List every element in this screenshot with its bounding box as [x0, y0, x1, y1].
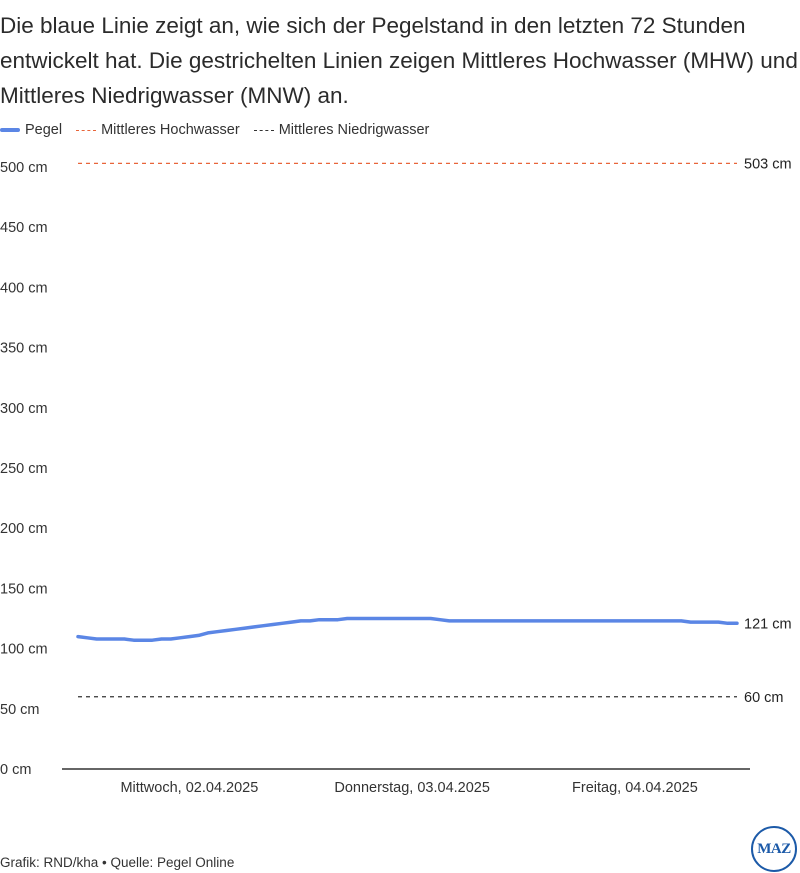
legend-label-pegel: Pegel [25, 122, 63, 138]
y-tick-label: 300 cm [0, 401, 48, 417]
y-tick-label: 150 cm [0, 581, 48, 597]
legend-swatch-pegel [0, 128, 20, 132]
y-tick-label: 500 cm [0, 160, 48, 176]
reference-line-label: 503 cm [744, 156, 792, 172]
reference-line-label: 60 cm [744, 690, 784, 706]
legend-label-niedrigwasser: Mittleres Niedrigwasser [278, 122, 430, 138]
legend-item-niedrigwasser: Mittleres Niedrigwasser [253, 122, 430, 138]
y-tick-label: 200 cm [0, 521, 48, 537]
legend-item-hochwasser: Mittleres Hochwasser [76, 122, 240, 138]
chart-description: Die blaue Linie zeigt an, wie sich der P… [0, 13, 798, 108]
legend-label-hochwasser: Mittleres Hochwasser [101, 122, 240, 138]
series-end-label: 121 cm [744, 616, 792, 632]
legend-swatch-hochwasser [76, 129, 97, 131]
y-tick-label: 400 cm [0, 280, 48, 296]
source-footer: Grafik: RND/kha • Quelle: Pegel Online [0, 855, 235, 870]
y-tick-label: 450 cm [0, 220, 48, 236]
x-tick-label: Mittwoch, 02.04.2025 [120, 780, 258, 796]
series-line-pegel [76, 616, 739, 642]
x-tick-label: Freitag, 04.04.2025 [572, 780, 698, 796]
y-tick-label: 50 cm [0, 702, 40, 718]
y-tick-label: 350 cm [0, 341, 48, 357]
y-tick-label: 0 cm [0, 762, 31, 778]
y-tick-label: 100 cm [0, 642, 48, 658]
x-tick-label: Donnerstag, 03.04.2025 [334, 780, 490, 796]
y-tick-label: 250 cm [0, 461, 48, 477]
legend-swatch-niedrigwasser [253, 129, 274, 131]
legend-item-pegel: Pegel [0, 122, 62, 138]
maz-logo[interactable]: MAZ [751, 826, 797, 872]
chart-legend: Pegel Mittleres Hochwasser Mittleres Nie… [0, 120, 443, 140]
water-level-chart: 0 cm 50 cm 100 cm 150 cm 200 cm 250 cm 300 cm 3… [0, 156, 792, 796]
